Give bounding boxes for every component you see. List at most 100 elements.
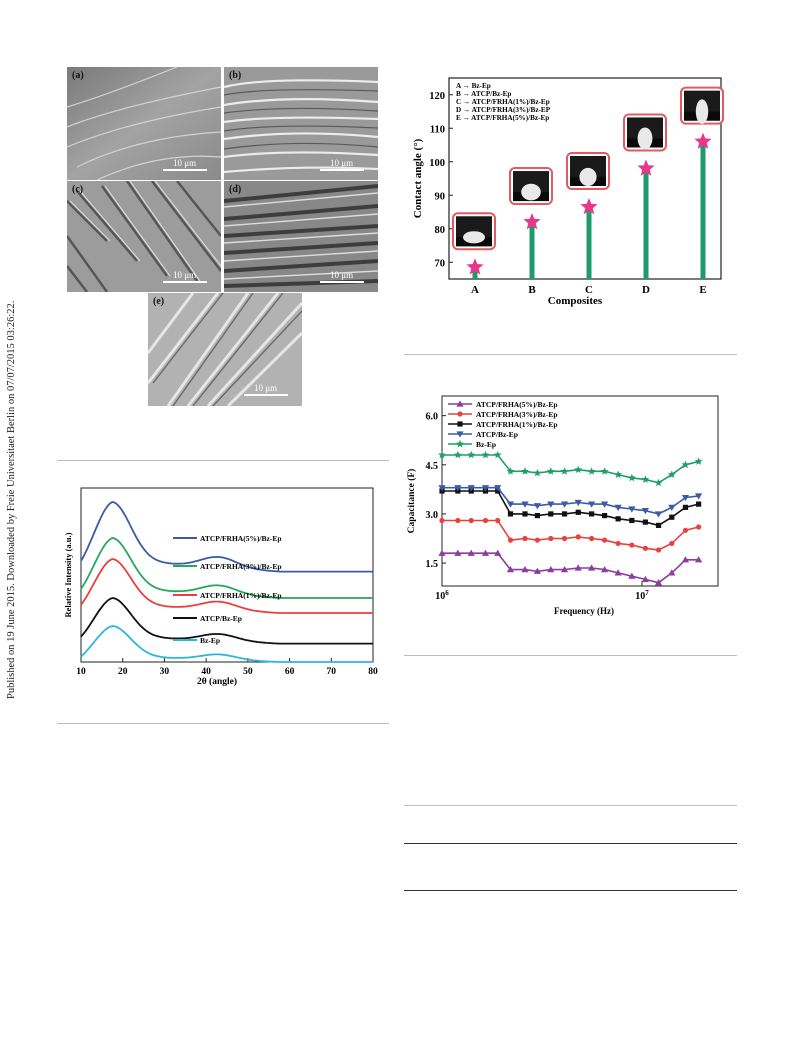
data-point [533,503,542,510]
x-axis-label: 2θ (angle) [197,676,237,687]
sem-panel-c: (c) 10 μm [67,181,221,292]
data-point [467,549,475,556]
data-point [494,549,502,556]
data-point [456,431,464,438]
data-point [641,508,649,515]
y-tick-label: 100 [429,158,445,169]
table-rule-bottom [404,890,737,891]
contact-angle-chart: 70 80 90 100 110 120 Contact angle (°) A B C D E Com… [412,77,724,307]
data-point [481,450,490,459]
data-point [654,478,663,487]
data-point [655,547,662,553]
data-point-star [637,159,655,176]
x-tick-label: B [528,284,536,296]
y-tick-label: 90 [435,191,446,202]
separator-left-1 [57,460,389,461]
sem-image-d [224,181,378,292]
data-point [457,421,463,427]
data-point [668,569,676,576]
legend-entry: B → ATCP/Bz-Ep [456,90,511,98]
legend-entry: A → Bz-Ep [456,82,491,90]
stem-bar [472,267,478,279]
x-axis-label: Frequency (Hz) [554,606,614,616]
data-point [574,564,582,571]
data-point [534,537,541,543]
x-tick-label: D [642,284,650,296]
data-point [494,485,502,492]
scale-text-d: 10 μm [330,270,354,280]
sem-panel-d: (d) 10 μm [224,181,378,292]
sem-label-a: (a) [72,70,84,81]
data-point [641,575,649,583]
series-line [80,558,373,614]
y-axis-label: Capacitance (F) [406,469,417,534]
x-axis-label: Composites [548,295,603,307]
legend-label: ATCP/FRHA(5%)/Bz-Ep [200,534,282,543]
data-point [507,511,514,517]
data-point [601,537,608,543]
data-point [695,493,703,500]
data-point [655,522,662,528]
data-point [589,511,595,517]
data-point [682,504,689,510]
data-point [522,511,528,517]
legend-entry: E → ATCP/FRHA(5%)/Bz-Ep [456,114,549,122]
data-point [615,516,621,522]
data-point [467,450,476,459]
data-point [589,535,595,542]
data-point [495,517,501,524]
scale-text-e: 10 μm [254,383,278,393]
data-point [467,485,475,492]
droplet-shape [463,231,485,244]
data-point [547,501,555,508]
stem-bar [586,206,592,279]
data-point [682,527,689,533]
legend-label: ATCP/FRHA(5%)/Bz-Ep [476,400,558,409]
y-tick-label: 70 [435,258,446,269]
legend-label: ATCP/Bz-Ep [476,430,518,439]
plot-frame [448,77,722,280]
droplet-shape [695,99,709,124]
data-point [560,501,569,508]
sem-label-e: (e) [153,296,165,307]
y-tick-label: 4.5 [426,461,439,472]
stem-bar [700,141,706,279]
data-point [574,465,583,474]
data-point [574,499,582,507]
data-point [560,566,569,573]
sem-panel-e: (e) 10 μm [148,293,302,406]
data-point [438,549,446,556]
y-axis-label: Relative Intensity (a.u.) [63,532,73,617]
data-point [668,504,676,511]
data-point [588,501,596,508]
legend-entry: C → ATCP/FRHA(1%)/Bz-Ep [456,98,550,106]
data-point [575,509,581,515]
data-point-star [523,213,541,230]
data-point [546,467,555,475]
series-line [80,537,373,599]
stem-bar [529,222,535,279]
y-axis-label: Contact angle (°) [412,138,424,218]
data-point [506,467,515,475]
data-point [454,485,462,492]
data-point [669,540,675,547]
x-tick-label: 10 [76,667,86,677]
scale-bar-e [244,394,288,396]
series-line [80,625,373,663]
xrd-plot-area: 10 20 30 40 50 60 70 80 2θ (angle) Relative Inten… [63,487,378,687]
legend-label: ATCP/FRHA(1%)/Bz-Ep [476,420,558,429]
y-tick-label: 110 [430,124,445,135]
data-point [654,511,663,518]
data-point [600,467,609,475]
data-point [642,545,648,551]
y-tick-label: 1.5 [426,559,439,570]
data-point [614,470,623,478]
data-point-star [694,132,712,149]
capacitance-chart: 1.5 3.0 4.5 6.0 Capacitance (F) 106 107 Frequen… [406,395,719,616]
data-point-star [466,258,484,275]
scale-bar-b [320,169,364,171]
legend-label: ATCP/Bz-Ep [200,614,242,623]
data-point [561,535,568,542]
x-tick-label: E [699,284,706,296]
x-tick-label: 50 [243,667,253,677]
